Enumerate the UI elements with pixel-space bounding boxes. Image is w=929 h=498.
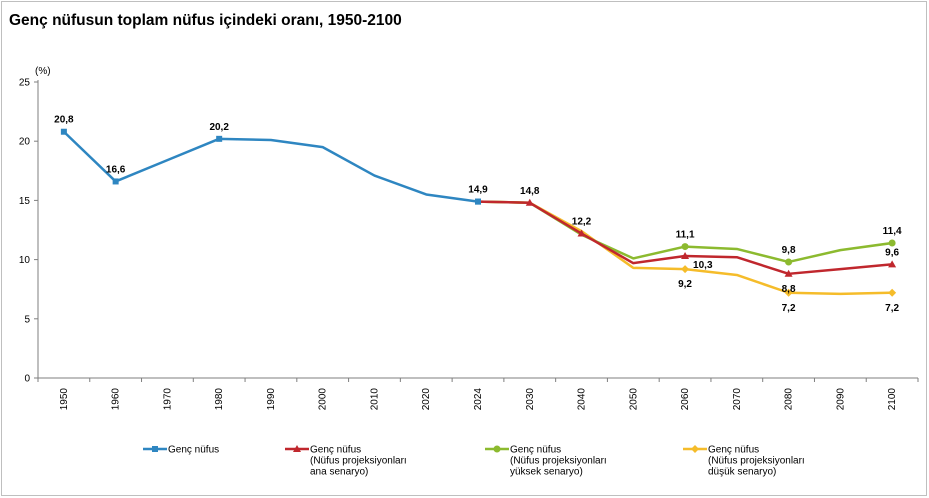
y-tick-label: 25 — [19, 78, 31, 89]
legend-entry-label: Genç nüfus — [510, 445, 561, 456]
data-point-triangle — [888, 260, 897, 268]
data-label: 12,2 — [572, 217, 592, 228]
legend-entry-label: Genç nüfus — [708, 445, 759, 456]
series-lines — [63, 130, 893, 296]
data-point-diamond — [784, 288, 793, 297]
x-tick-label: 2080 — [784, 388, 795, 411]
x-tick-label: 1980 — [214, 388, 225, 411]
data-label: 10,3 — [693, 260, 713, 271]
legend-entry-label: (Nüfus projeksiyonları — [310, 456, 407, 467]
data-label: 9,8 — [782, 245, 796, 256]
x-tick-label: 1950 — [59, 388, 70, 411]
x-tick-label: 2090 — [835, 388, 846, 411]
data-point-circle — [681, 243, 689, 251]
data-point-square — [216, 135, 223, 142]
legend-entry-label: yüksek senaryo) — [510, 467, 583, 478]
x-tick-label: 2030 — [525, 388, 536, 411]
x-tick-label: 2020 — [421, 388, 432, 411]
data-point-square — [152, 446, 158, 452]
x-tick-label: 2070 — [732, 388, 743, 411]
data-point-triangle — [784, 269, 793, 277]
chart-title: Genç nüfusun toplam nüfus içindeki oranı… — [9, 12, 402, 29]
data-label: 11,1 — [676, 230, 695, 241]
x-tick-label: 2040 — [577, 388, 588, 411]
data-labels: 20,8 16,6 20,2 14,9 14,8 12,2 10,3 8,8 9,6 11,1 9,… — [54, 115, 902, 314]
data-point-triangle — [525, 198, 534, 206]
data-point-diamond — [691, 445, 699, 453]
x-tick-label: 2100 — [887, 388, 898, 411]
data-point-circle — [785, 258, 793, 266]
data-point-diamond — [888, 288, 897, 297]
legend-entry-label: (Nüfus projeksiyonları — [708, 456, 805, 467]
legend-entry-label: Genç nüfus — [310, 445, 361, 456]
x-tick-label: 2050 — [628, 388, 639, 411]
y-tick-label: 10 — [19, 255, 31, 266]
x-tick-label: 1970 — [162, 388, 173, 411]
data-label: 14,9 — [468, 185, 488, 196]
data-point-square — [60, 128, 67, 135]
data-label: 8,8 — [782, 284, 796, 295]
data-point-circle — [493, 445, 501, 453]
y-axis-unit-label: (%) — [35, 66, 51, 77]
data-label: 9,6 — [885, 247, 899, 258]
data-label: 20,8 — [54, 115, 74, 126]
x-tick-label: 2000 — [318, 388, 329, 411]
data-label: 9,2 — [678, 279, 692, 290]
data-label: 20,2 — [209, 122, 229, 133]
legend: Genç nüfus Genç nüfus(Nüfus projeksiyonla… — [143, 445, 805, 478]
series-line — [63, 130, 479, 203]
axes: 0 5 10 15 20 25 (%) 1950 1960 1970 1980 1990 2000 201… — [19, 66, 919, 411]
data-point-circle — [888, 239, 896, 247]
data-label: 11,4 — [883, 226, 902, 237]
data-label: 14,8 — [520, 186, 540, 197]
data-point-triangle — [577, 229, 586, 237]
x-tick-label: 1960 — [111, 388, 122, 411]
data-point-triangle — [681, 252, 690, 260]
series-markers — [60, 128, 897, 297]
data-point-triangle — [293, 445, 301, 452]
x-tick-label: 2060 — [680, 388, 691, 411]
data-point-square — [475, 198, 481, 205]
data-point-square — [112, 178, 119, 185]
legend-entry-label: ana senaryo) — [310, 467, 368, 478]
legend-entry-label: Genç nüfus — [168, 445, 219, 456]
data-label: 7,2 — [885, 303, 899, 314]
data-point-diamond — [681, 265, 690, 274]
x-tick-label: 2010 — [369, 388, 380, 411]
y-tick-label: 15 — [19, 196, 31, 207]
y-tick-label: 5 — [24, 314, 30, 325]
data-label: 16,6 — [106, 164, 126, 175]
legend-entry-label: düşük senaryo) — [708, 467, 776, 478]
legend-entry-label: (Nüfus projeksiyonları — [510, 456, 607, 467]
data-label: 7,2 — [782, 303, 796, 314]
x-tick-label: 1990 — [266, 388, 277, 411]
y-tick-label: 20 — [19, 137, 31, 148]
x-tick-label: 2024 — [473, 388, 484, 411]
y-tick-label: 0 — [24, 374, 30, 385]
